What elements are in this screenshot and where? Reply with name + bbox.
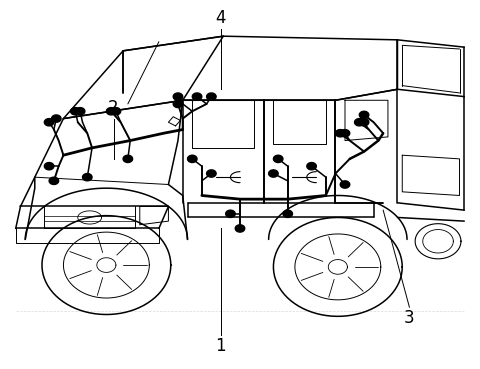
Polygon shape xyxy=(206,93,216,100)
Polygon shape xyxy=(51,115,61,122)
Polygon shape xyxy=(107,108,116,115)
Polygon shape xyxy=(173,100,183,108)
Text: 4: 4 xyxy=(216,9,226,27)
Polygon shape xyxy=(188,155,197,162)
Polygon shape xyxy=(336,130,345,137)
Polygon shape xyxy=(340,130,350,137)
Polygon shape xyxy=(206,170,216,177)
Polygon shape xyxy=(49,177,59,184)
Polygon shape xyxy=(75,108,85,115)
Polygon shape xyxy=(44,162,54,170)
Polygon shape xyxy=(355,118,364,126)
Polygon shape xyxy=(360,118,369,126)
Polygon shape xyxy=(71,108,80,115)
Polygon shape xyxy=(111,108,120,115)
Polygon shape xyxy=(192,93,202,100)
Polygon shape xyxy=(360,111,369,118)
Polygon shape xyxy=(235,225,245,232)
Polygon shape xyxy=(226,210,235,217)
Text: 1: 1 xyxy=(216,337,226,355)
Text: 2: 2 xyxy=(108,99,119,117)
Polygon shape xyxy=(307,162,316,170)
Polygon shape xyxy=(83,173,92,181)
Polygon shape xyxy=(123,155,132,162)
Text: 3: 3 xyxy=(404,309,415,327)
Polygon shape xyxy=(44,118,54,126)
Polygon shape xyxy=(340,181,350,188)
Polygon shape xyxy=(283,210,292,217)
Polygon shape xyxy=(274,155,283,162)
Polygon shape xyxy=(269,170,278,177)
Polygon shape xyxy=(173,93,183,100)
